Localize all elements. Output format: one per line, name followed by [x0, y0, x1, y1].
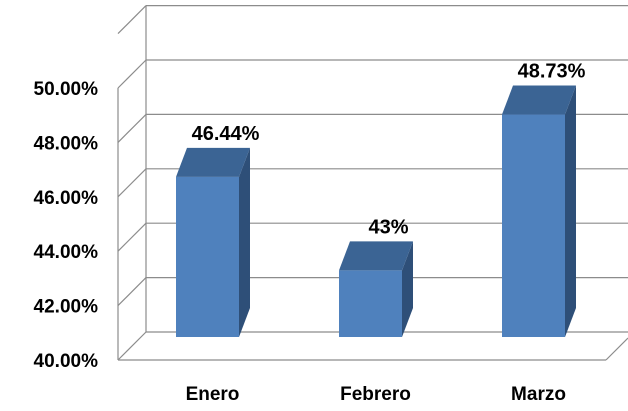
bar-top-face: [176, 147, 250, 177]
side-wall-diagonal: [117, 113, 147, 143]
bar: [176, 147, 250, 337]
bar-front-face: [339, 270, 402, 337]
category-label: Marzo: [511, 384, 566, 405]
category-label: Enero: [186, 384, 240, 405]
y-tick-label: 44.00%: [34, 242, 99, 263]
data-label: 46.44%: [192, 123, 260, 145]
x-axis-categories: Enero Febrero Marzo: [186, 384, 566, 405]
side-wall-diagonal: [117, 277, 147, 307]
bar-front-face: [502, 114, 565, 337]
data-labels: 46.44% 43% 48.73%: [192, 61, 586, 239]
bar-side-face: [565, 85, 576, 337]
bar-top-face: [339, 241, 413, 271]
side-wall-diagonal: [117, 5, 147, 35]
side-wall-diagonal: [117, 59, 147, 89]
bar-front-face: [176, 176, 239, 337]
category-label: Febrero: [340, 384, 411, 405]
y-tick-label: 50.00%: [34, 79, 99, 100]
side-wall-diagonal: [117, 168, 147, 198]
side-wall-diagonal: [117, 331, 147, 361]
bar: [502, 85, 576, 337]
y-axis-ticks: 40.00% 42.00% 44.00% 46.00% 48.00% 50.00%: [34, 79, 99, 372]
y-tick-label: 46.00%: [34, 188, 99, 209]
bars: [176, 85, 576, 337]
bar-side-face: [239, 147, 250, 337]
bar: [339, 241, 413, 337]
side-wall-diagonal: [117, 222, 147, 252]
data-label: 43%: [368, 216, 408, 238]
y-tick-label: 40.00%: [34, 351, 99, 372]
y-tick-label: 48.00%: [34, 133, 99, 154]
bar-top-face: [502, 85, 576, 115]
data-label: 48.73%: [518, 61, 586, 83]
y-tick-label: 42.00%: [34, 297, 99, 318]
bar-side-face: [402, 241, 413, 337]
floor-right-edge: [605, 337, 628, 361]
